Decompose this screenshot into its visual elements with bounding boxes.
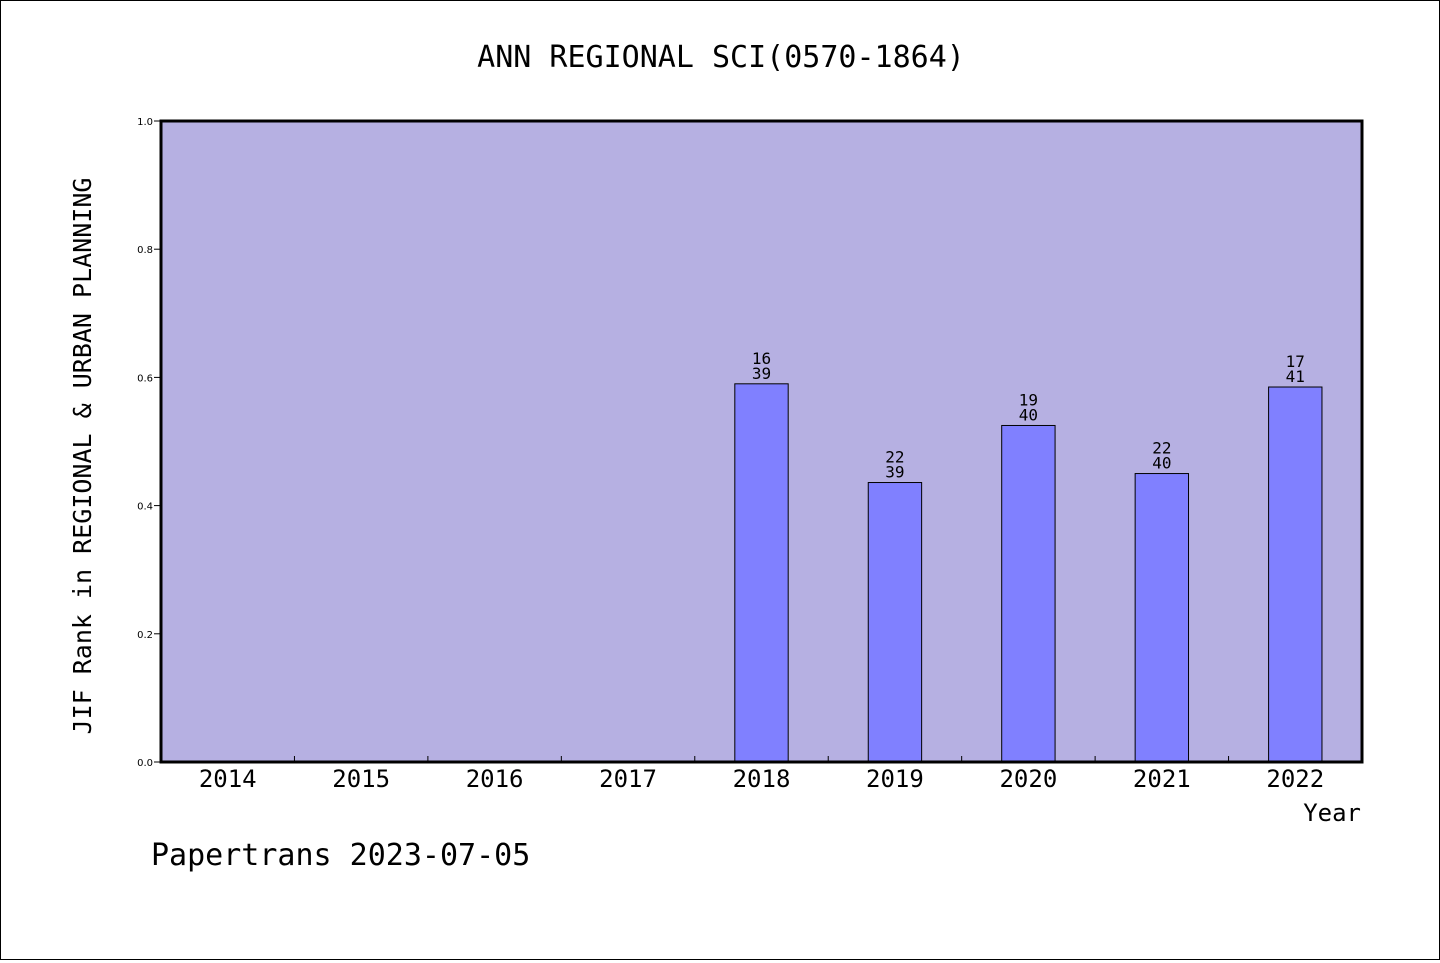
plot-border — [159, 119, 1364, 764]
footer-text: Papertrans 2023-07-05 — [151, 838, 530, 873]
y-tick-label-0.0: 0.0 — [137, 758, 153, 769]
x-tick-label-2020: 2020 — [999, 765, 1057, 793]
x-tick-label-2018: 2018 — [733, 765, 791, 793]
x-axis-label: Year — [1303, 799, 1361, 827]
y-axis-label: JIF Rank in REGIONAL & URBAN PLANNING — [68, 178, 97, 735]
x-tick-label-2016: 2016 — [466, 765, 524, 793]
y-tick-label-0.6: 0.6 — [137, 373, 153, 384]
bar-total-label-2018: 39 — [752, 364, 771, 383]
bar-total-label-2021: 40 — [1152, 454, 1171, 473]
bar-rank-label-2021: 22 — [1152, 439, 1171, 458]
bar-rank-label-2022: 17 — [1286, 352, 1305, 371]
bar-2022 — [1268, 386, 1323, 763]
y-tick-label-0.4: 0.4 — [137, 502, 153, 513]
x-tick-label-2022: 2022 — [1266, 765, 1324, 793]
bar-rank-label-2018: 16 — [752, 349, 771, 368]
x-tick-label-2015: 2015 — [332, 765, 390, 793]
bar-total-label-2019: 39 — [885, 463, 904, 482]
bar-2018 — [734, 383, 789, 763]
x-tick-label-2017: 2017 — [599, 765, 657, 793]
x-tick-label-2019: 2019 — [866, 765, 924, 793]
bar-2019 — [867, 482, 923, 763]
bar-rank-label-2019: 22 — [885, 448, 904, 467]
bar-total-label-2022: 41 — [1286, 367, 1305, 386]
y-tick-label-0.8: 0.8 — [137, 245, 153, 256]
bar-2021 — [1134, 473, 1190, 763]
x-tick-label-2021: 2021 — [1133, 765, 1191, 793]
bar-total-label-2020: 40 — [1019, 405, 1038, 424]
y-tick-label-1.0: 1.0 — [137, 117, 153, 128]
y-tick-label-0.2: 0.2 — [137, 630, 153, 641]
axis-ticks-group: 2014 2015 2016 2017 2018 2019 2020 2021 2022 0.0 0… — [137, 117, 1324, 793]
chart-title: ANN REGIONAL SCI(0570-1864) — [477, 40, 965, 75]
bar-2020 — [1001, 424, 1056, 763]
x-tick-label-2014: 2014 — [199, 765, 257, 793]
bar-rank-label-2020: 19 — [1019, 390, 1038, 409]
